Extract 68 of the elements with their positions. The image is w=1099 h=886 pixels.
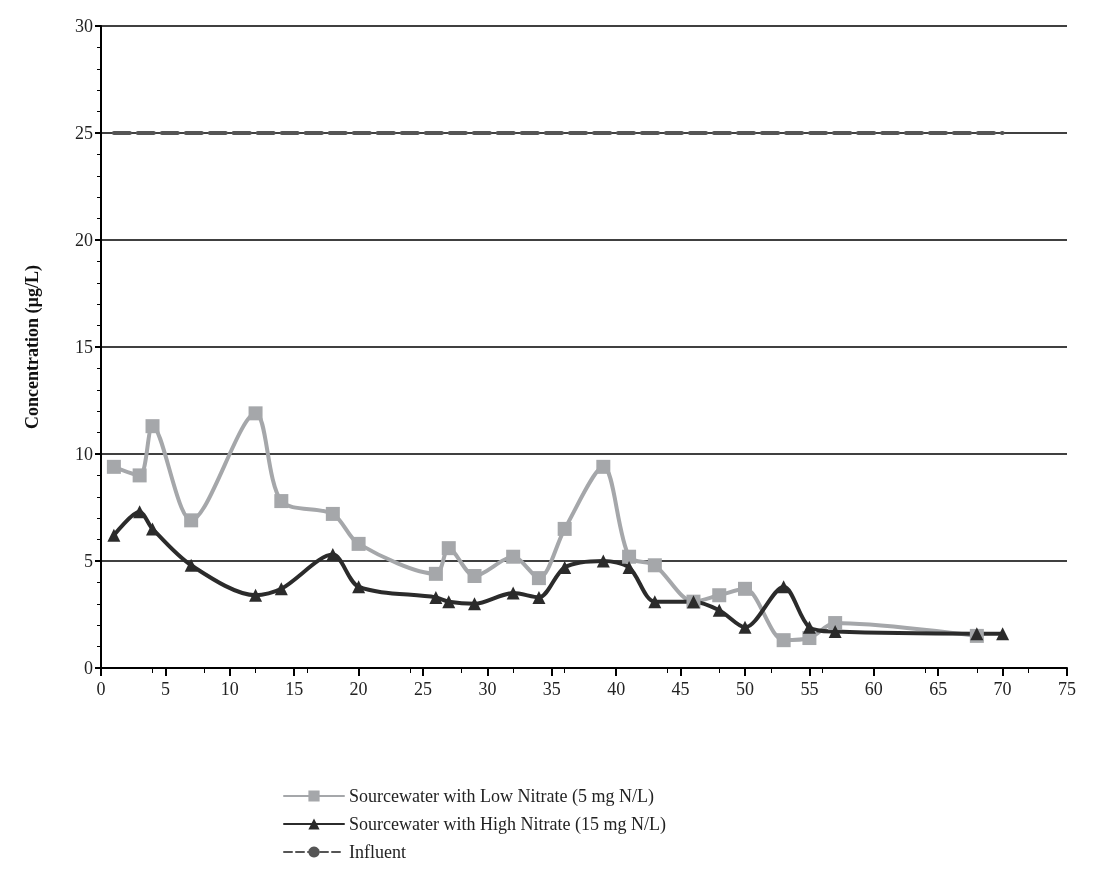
x-tick-label: 70 — [993, 679, 1012, 699]
point — [712, 603, 726, 617]
x-tick-label: 65 — [929, 679, 948, 699]
y-tick-label: 5 — [84, 551, 93, 571]
point — [248, 406, 263, 421]
point — [557, 521, 572, 536]
point — [352, 580, 366, 594]
point — [274, 494, 289, 509]
x-tick-label: 10 — [220, 679, 239, 699]
point — [107, 528, 121, 542]
point — [506, 549, 521, 564]
point — [648, 595, 662, 609]
point — [622, 549, 637, 564]
point — [712, 588, 727, 603]
y-tick-label: 25 — [75, 123, 93, 143]
point — [428, 566, 443, 581]
point — [184, 513, 199, 528]
point — [622, 560, 636, 574]
x-tick-label: 55 — [800, 679, 819, 699]
point — [802, 620, 816, 634]
point — [467, 568, 482, 583]
y-tick-label: 0 — [84, 658, 93, 678]
x-tick-label: 35 — [542, 679, 561, 699]
y-tick-label: 10 — [75, 444, 93, 464]
point — [828, 616, 843, 631]
point — [596, 554, 610, 568]
x-tick-label: 75 — [1058, 679, 1076, 699]
x-tick-label: 5 — [160, 679, 170, 699]
x-tick-label: 20 — [349, 679, 368, 699]
x-tick-label: 40 — [607, 679, 626, 699]
point — [326, 548, 340, 562]
point — [596, 459, 611, 474]
point — [647, 558, 662, 573]
point — [531, 571, 546, 586]
point — [996, 627, 1010, 641]
point — [532, 590, 546, 604]
point — [249, 588, 263, 602]
x-tick-label: 15 — [285, 679, 304, 699]
point — [828, 625, 842, 639]
point — [145, 419, 160, 434]
point — [184, 558, 198, 572]
point — [351, 536, 366, 551]
point — [777, 580, 791, 594]
point — [106, 459, 121, 474]
y-tick-label: 20 — [75, 230, 93, 250]
point — [429, 590, 443, 604]
point — [738, 620, 752, 634]
point — [506, 586, 520, 600]
x-tick-label: 30 — [478, 679, 497, 699]
point — [558, 560, 572, 574]
x-tick-label: 25 — [414, 679, 432, 699]
legend-label: Influent — [349, 842, 406, 862]
legend-label: Sourcewater with High Nitrate (15 mg N/L) — [349, 814, 666, 835]
point — [441, 541, 456, 556]
point — [738, 581, 752, 596]
point — [776, 633, 791, 648]
point — [442, 595, 456, 609]
point — [132, 468, 147, 483]
point — [274, 582, 288, 596]
point — [468, 597, 482, 611]
y-tick-label: 30 — [75, 16, 93, 36]
y-axis-title: Concentration (µg/L) — [22, 265, 43, 429]
legend-label: Sourcewater with Low Nitrate (5 mg N/L) — [349, 786, 654, 807]
x-tick-label: 45 — [671, 679, 690, 699]
y-tick-label: 15 — [75, 337, 93, 357]
x-tick-label: 60 — [864, 679, 883, 699]
point — [325, 506, 340, 521]
x-tick-label: 50 — [736, 679, 754, 699]
